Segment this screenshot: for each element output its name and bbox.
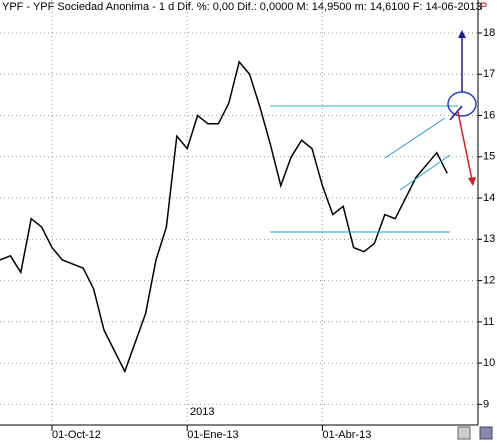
save-button[interactable] (479, 426, 493, 440)
y-tick-label: 16 (483, 109, 495, 121)
y-tick-label: 18 (483, 27, 495, 39)
y-tick-label: 9 (483, 398, 489, 410)
y-tick-label: 11 (483, 316, 494, 328)
flag: P (480, 1, 487, 13)
chart-title: YPF - YPF Sociedad Anonima - 1 d Dif. %:… (2, 1, 482, 13)
x-tick-label: 01-Ene-13 (187, 429, 238, 441)
year-label: 2013 (190, 406, 214, 418)
y-tick-label: 15 (483, 151, 495, 163)
y-tick-label: 10 (483, 357, 495, 369)
y-tick-label: 14 (483, 192, 495, 204)
zoom-button[interactable] (457, 426, 471, 440)
drawings (270, 30, 477, 233)
y-tick-label: 13 (483, 233, 495, 245)
x-tick-label: 01-Abr-13 (322, 429, 371, 441)
price-line (0, 60, 448, 374)
y-tick-label: 17 (483, 68, 495, 80)
y-tick-label: 12 (483, 274, 495, 286)
x-tick-label: 01-Oct-12 (52, 429, 101, 441)
